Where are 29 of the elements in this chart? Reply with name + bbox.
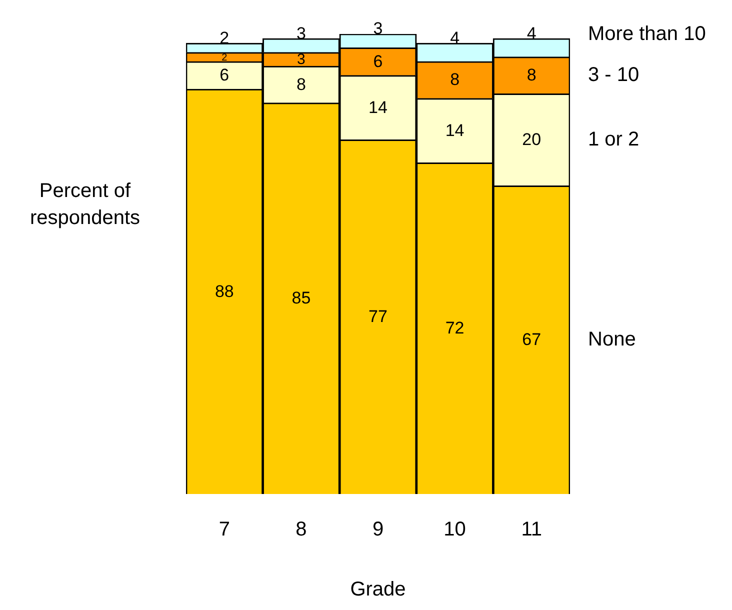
data-label: 6 (373, 52, 383, 71)
data-label: 85 (292, 288, 311, 308)
data-label: 8 (526, 66, 536, 85)
series-label: 1 or 2 (588, 128, 640, 150)
data-label: 14 (368, 98, 388, 117)
data-label: 67 (522, 330, 542, 350)
x-tick-label: 8 (296, 518, 307, 541)
series-label: More than 10 (588, 23, 706, 46)
series-label: 3 - 10 (588, 64, 640, 86)
x-tick-label: 10 (444, 518, 466, 541)
y-axis-title: Percent of respondents (28, 179, 142, 231)
x-tick-label: 7 (218, 518, 230, 541)
x-axis-title: Grade (350, 578, 406, 601)
data-label: 8 (450, 70, 460, 90)
data-label: 20 (522, 130, 542, 149)
data-label: 2 (222, 52, 228, 64)
data-label: 88 (214, 282, 234, 301)
data-label: 72 (445, 318, 464, 338)
data-label: 3 (373, 19, 383, 38)
x-tick-label: 9 (372, 518, 384, 541)
data-label: 6 (220, 66, 230, 85)
x-tick-label: 11 (521, 518, 542, 541)
data-label: 8 (296, 74, 306, 94)
data-label: 77 (368, 307, 388, 326)
data-label: 3 (297, 50, 306, 68)
data-label: 4 (526, 24, 536, 43)
data-label: 4 (450, 28, 460, 48)
data-label: 14 (445, 120, 464, 140)
series-label: None (588, 328, 636, 350)
